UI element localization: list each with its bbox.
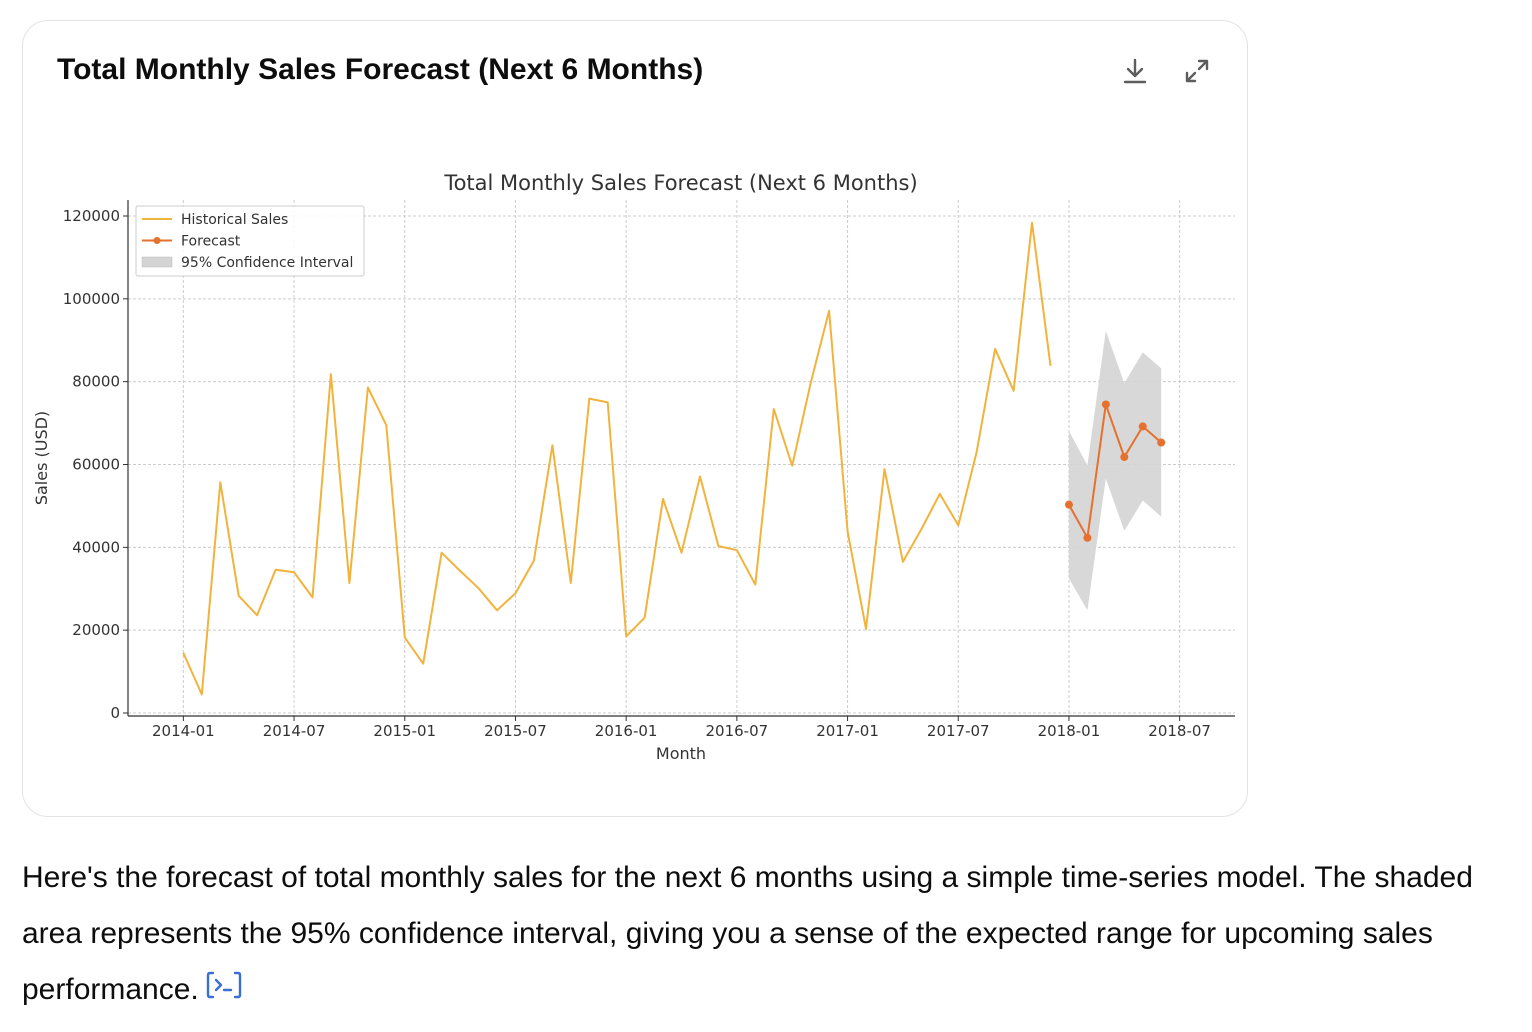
axes: 0 20000 40000 60000 80000 100000 120000 2014-01… [63, 200, 1235, 740]
x-tick-label: 2014-01 [152, 722, 215, 740]
caption: Here's the forecast of total monthly sal… [22, 850, 1512, 1019]
x-tick-label: 2015-01 [373, 722, 436, 740]
legend-historical-label: Historical Sales [181, 212, 288, 228]
legend-forecast-marker [153, 237, 161, 244]
chart-title: Total Monthly Sales Forecast (Next 6 Mon… [443, 171, 917, 195]
legend-box [135, 205, 365, 277]
legend-ci-label: 95% Confidence Interval [181, 255, 353, 271]
confidence-interval-layer [1068, 330, 1162, 611]
y-tick-label: 80000 [72, 373, 120, 391]
x-tick-label: 2016-07 [706, 722, 769, 740]
series-layer [182, 221, 1166, 696]
y-tick-label: 60000 [72, 456, 120, 474]
code-view-icon [206, 971, 241, 999]
legend-ci-swatch [141, 256, 173, 268]
download-button[interactable] [1115, 51, 1155, 91]
expand-icon [1185, 59, 1209, 83]
x-tick-label: 2016-01 [595, 722, 658, 740]
view-code-button[interactable] [205, 963, 243, 1019]
confidence-interval-band [1068, 330, 1162, 611]
chart-card: Total Monthly Sales Forecast (Next 6 Mon… [22, 20, 1248, 817]
x-tick-label: 2014-07 [263, 722, 326, 740]
y-tick-label: 100000 [63, 290, 120, 308]
historical-sales-line [182, 221, 1052, 696]
x-tick-label: 2018-07 [1148, 722, 1211, 740]
y-tick-label: 120000 [63, 207, 120, 225]
y-tick-label: 0 [110, 704, 120, 722]
forecast-point [1157, 438, 1166, 447]
x-axis-label: Month [656, 744, 706, 763]
y-tick-label: 40000 [72, 538, 120, 556]
y-tick-label: 20000 [72, 621, 120, 639]
card-title: Total Monthly Sales Forecast (Next 6 Mon… [57, 53, 704, 86]
legend-forecast-label: Forecast [181, 234, 241, 250]
x-tick-label: 2015-07 [484, 722, 547, 740]
forecast-point [1138, 422, 1147, 431]
forecast-point [1101, 400, 1110, 409]
forecast-point [1120, 453, 1129, 462]
x-tick-label: 2017-01 [816, 722, 879, 740]
download-icon [1123, 58, 1147, 84]
card-actions [1115, 51, 1217, 91]
x-tick-label: 2017-07 [927, 722, 990, 740]
grid-lines [128, 200, 1235, 716]
legend: Historical Sales Forecast 95% Confidence I… [135, 205, 365, 277]
x-tick-label: 2018-01 [1038, 722, 1101, 740]
y-axis-label: Sales (USD) [32, 411, 51, 505]
forecast-point [1064, 500, 1073, 509]
caption-text: Here's the forecast of total monthly sal… [22, 861, 1473, 1006]
forecast-point [1083, 533, 1092, 542]
expand-button[interactable] [1177, 51, 1217, 91]
forecast-line [1068, 403, 1162, 539]
